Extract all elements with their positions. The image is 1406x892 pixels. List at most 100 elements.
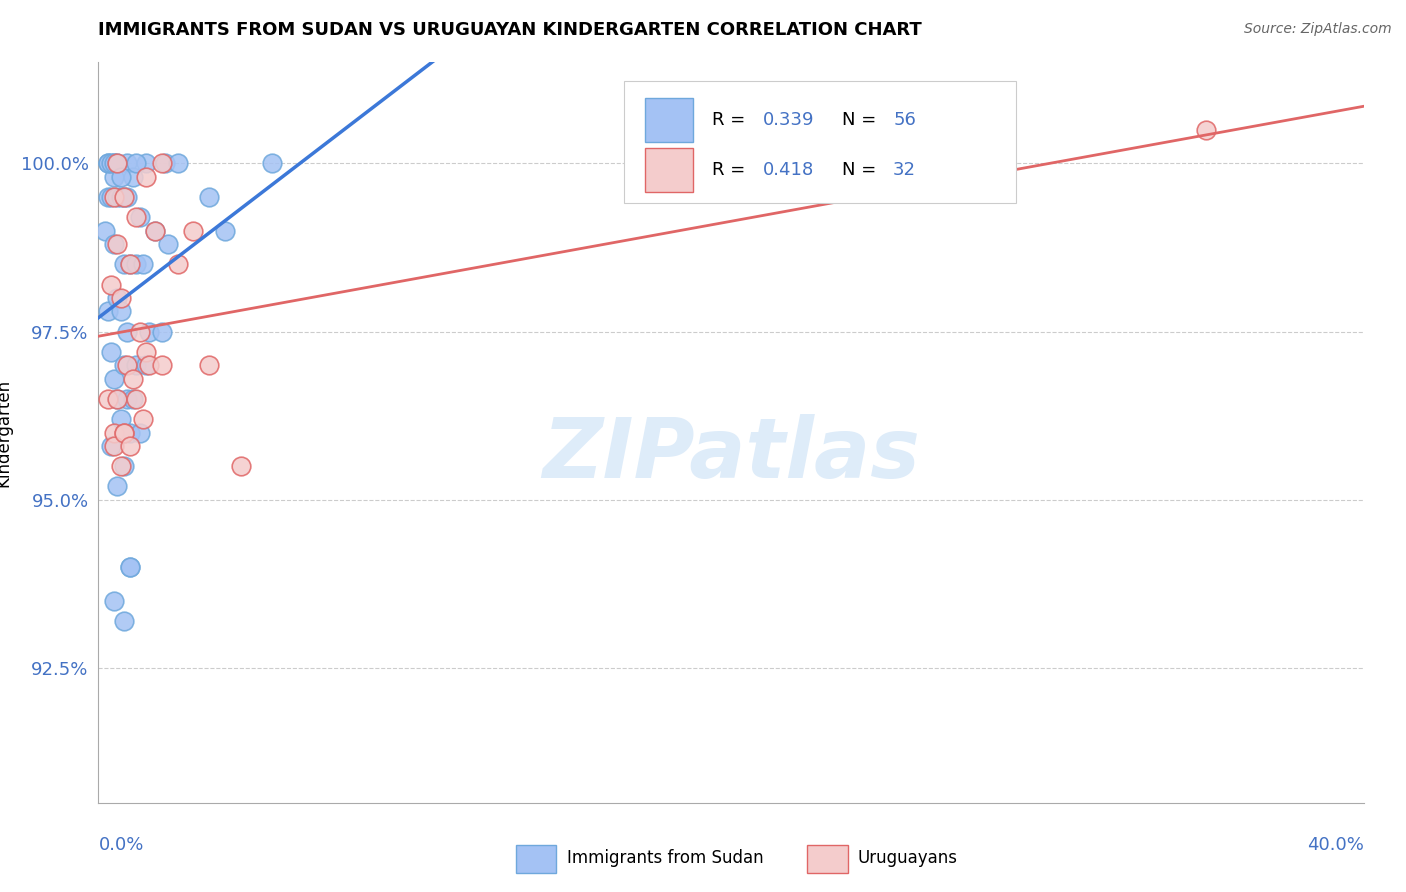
Point bbox=[128, 425, 150, 440]
Point bbox=[103, 169, 125, 184]
Point bbox=[132, 257, 155, 271]
FancyBboxPatch shape bbox=[623, 81, 1015, 203]
Point bbox=[262, 156, 284, 170]
Point bbox=[97, 190, 120, 204]
Point bbox=[135, 169, 157, 184]
Text: N =: N = bbox=[842, 112, 883, 129]
Point bbox=[122, 169, 145, 184]
Point bbox=[112, 459, 135, 474]
Point bbox=[214, 224, 236, 238]
Point bbox=[157, 237, 180, 252]
Point bbox=[120, 439, 141, 453]
Point bbox=[115, 392, 138, 406]
Point bbox=[1195, 122, 1218, 136]
Point bbox=[135, 156, 157, 170]
Text: Immigrants from Sudan: Immigrants from Sudan bbox=[567, 848, 763, 867]
Point bbox=[112, 190, 135, 204]
Point bbox=[103, 190, 125, 204]
Point bbox=[103, 372, 125, 386]
Point bbox=[100, 439, 122, 453]
Point bbox=[103, 237, 125, 252]
Point bbox=[93, 224, 117, 238]
Point bbox=[110, 169, 132, 184]
Y-axis label: Kindergarten: Kindergarten bbox=[0, 378, 13, 487]
Text: R =: R = bbox=[711, 112, 751, 129]
Point bbox=[166, 257, 188, 271]
Point bbox=[110, 459, 132, 474]
Text: 0.339: 0.339 bbox=[762, 112, 814, 129]
Point bbox=[97, 156, 120, 170]
Point bbox=[112, 425, 135, 440]
Point bbox=[122, 392, 145, 406]
Point bbox=[110, 291, 132, 305]
Point bbox=[120, 560, 141, 574]
Point bbox=[103, 156, 125, 170]
Point bbox=[132, 412, 155, 426]
Bar bbox=[807, 845, 848, 873]
Point bbox=[107, 156, 129, 170]
Text: Uruguayans: Uruguayans bbox=[858, 848, 957, 867]
Point bbox=[107, 291, 129, 305]
Point bbox=[125, 359, 148, 373]
Point bbox=[125, 257, 148, 271]
Text: ZIPatlas: ZIPatlas bbox=[543, 414, 920, 495]
Point bbox=[166, 156, 188, 170]
Point bbox=[120, 257, 141, 271]
Point bbox=[97, 304, 120, 318]
Point bbox=[128, 211, 150, 225]
Point bbox=[110, 190, 132, 204]
Point bbox=[125, 156, 148, 170]
Point bbox=[115, 190, 138, 204]
Point bbox=[97, 392, 120, 406]
Point bbox=[145, 224, 166, 238]
Text: 0.418: 0.418 bbox=[762, 161, 814, 178]
Point bbox=[107, 392, 129, 406]
Text: IMMIGRANTS FROM SUDAN VS URUGUAYAN KINDERGARTEN CORRELATION CHART: IMMIGRANTS FROM SUDAN VS URUGUAYAN KINDE… bbox=[98, 21, 922, 38]
Text: 40.0%: 40.0% bbox=[1308, 836, 1364, 855]
Point bbox=[150, 359, 173, 373]
Point bbox=[122, 372, 145, 386]
Point bbox=[100, 344, 122, 359]
Point bbox=[103, 425, 125, 440]
Point bbox=[145, 224, 166, 238]
Point bbox=[112, 425, 135, 440]
Bar bbox=[645, 98, 693, 143]
Point bbox=[198, 359, 221, 373]
Point bbox=[120, 257, 141, 271]
Point bbox=[110, 304, 132, 318]
Point bbox=[97, 156, 120, 170]
Point bbox=[150, 156, 173, 170]
Point bbox=[125, 392, 148, 406]
Point bbox=[153, 156, 176, 170]
Point bbox=[103, 594, 125, 608]
Point bbox=[112, 190, 135, 204]
Point bbox=[138, 359, 160, 373]
Point bbox=[120, 425, 141, 440]
Bar bbox=[516, 845, 557, 873]
Point bbox=[112, 257, 135, 271]
Point bbox=[138, 325, 160, 339]
Point bbox=[183, 224, 205, 238]
Text: Source: ZipAtlas.com: Source: ZipAtlas.com bbox=[1244, 22, 1392, 37]
Point bbox=[135, 344, 157, 359]
Point bbox=[103, 439, 125, 453]
Point bbox=[100, 277, 122, 292]
Point bbox=[107, 237, 129, 252]
Point bbox=[198, 190, 221, 204]
Point bbox=[112, 359, 135, 373]
Point bbox=[103, 156, 125, 170]
Point bbox=[100, 156, 122, 170]
Point bbox=[229, 459, 252, 474]
Text: 32: 32 bbox=[893, 161, 917, 178]
Bar bbox=[645, 147, 693, 192]
Text: N =: N = bbox=[842, 161, 883, 178]
Point bbox=[115, 325, 138, 339]
Point bbox=[115, 156, 138, 170]
Point bbox=[128, 325, 150, 339]
Point bbox=[107, 190, 129, 204]
Point bbox=[107, 156, 129, 170]
Point bbox=[120, 560, 141, 574]
Text: 0.0%: 0.0% bbox=[98, 836, 143, 855]
Point bbox=[150, 325, 173, 339]
Point bbox=[100, 190, 122, 204]
